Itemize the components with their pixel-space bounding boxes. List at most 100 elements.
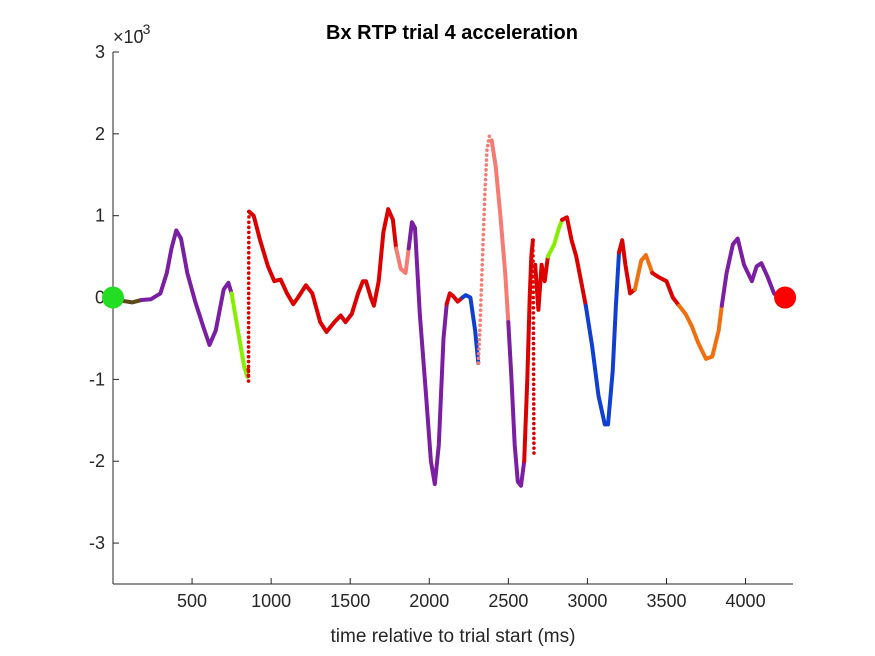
data-point bbox=[531, 254, 535, 258]
data-point bbox=[482, 217, 486, 222]
data-point bbox=[477, 337, 482, 342]
data-point bbox=[531, 331, 536, 336]
data-point bbox=[485, 148, 489, 153]
y-tick-label: -1 bbox=[89, 369, 105, 389]
data-point bbox=[246, 340, 251, 344]
data-point bbox=[479, 298, 483, 302]
data-point bbox=[480, 257, 485, 262]
series-segment bbox=[139, 228, 234, 347]
x-tick-label: 2000 bbox=[409, 591, 449, 611]
data-point bbox=[477, 347, 481, 351]
data-point bbox=[246, 301, 251, 305]
data-point bbox=[532, 436, 536, 441]
data-point bbox=[476, 351, 481, 356]
data-point bbox=[531, 407, 536, 411]
data-point bbox=[480, 252, 485, 257]
series-segment bbox=[533, 254, 550, 312]
data-point bbox=[482, 197, 487, 202]
data-point bbox=[480, 263, 485, 267]
data-point bbox=[532, 416, 536, 421]
data-point bbox=[246, 364, 251, 369]
data-point bbox=[531, 300, 536, 305]
data-point bbox=[485, 143, 490, 148]
data-point bbox=[246, 306, 251, 310]
data-point bbox=[531, 248, 535, 253]
data-point bbox=[480, 268, 484, 272]
x-tick-label: 3500 bbox=[646, 591, 686, 611]
data-point bbox=[246, 325, 251, 330]
data-point bbox=[481, 227, 486, 232]
series-segment bbox=[229, 291, 250, 379]
data-point bbox=[246, 354, 251, 359]
series-segment-dotted bbox=[476, 134, 494, 365]
data-point bbox=[531, 367, 536, 371]
data-point bbox=[476, 361, 481, 365]
series-segment bbox=[506, 320, 527, 488]
data-point bbox=[246, 271, 251, 275]
series-segment bbox=[560, 215, 588, 308]
y-tick-label: -2 bbox=[89, 451, 105, 471]
y-ticks: 3 2 1 0 -1 -2 -3 bbox=[89, 42, 119, 553]
data-point bbox=[246, 369, 251, 374]
data-point bbox=[246, 330, 251, 335]
data-point bbox=[246, 291, 251, 296]
data-point bbox=[478, 323, 482, 328]
data-point bbox=[246, 296, 251, 301]
start-marker bbox=[102, 286, 124, 309]
data-point bbox=[531, 372, 536, 377]
data-point bbox=[482, 212, 486, 217]
data-point bbox=[531, 326, 536, 331]
data-point bbox=[246, 245, 251, 250]
y-tick-label: 2 bbox=[95, 124, 105, 144]
x-tick-label: 500 bbox=[177, 591, 207, 611]
y-tick-label: 1 bbox=[95, 206, 105, 226]
data-point bbox=[531, 397, 536, 401]
data-point bbox=[487, 134, 492, 139]
data-point bbox=[247, 220, 251, 225]
series-segment bbox=[583, 250, 621, 427]
series-segment bbox=[444, 291, 465, 307]
data-point bbox=[479, 283, 484, 287]
data-point bbox=[481, 237, 485, 242]
data-point bbox=[531, 311, 536, 315]
data-point bbox=[531, 280, 536, 284]
data-point bbox=[246, 315, 251, 320]
data-point bbox=[483, 192, 487, 197]
series-segment bbox=[406, 220, 449, 487]
series-segment bbox=[522, 238, 535, 464]
data-point bbox=[247, 215, 251, 219]
series-segment bbox=[460, 293, 481, 365]
data-point bbox=[483, 182, 488, 187]
series-segment bbox=[650, 271, 682, 308]
data-point bbox=[479, 288, 484, 292]
data-point bbox=[478, 328, 482, 333]
data-point bbox=[477, 342, 482, 347]
data-point bbox=[478, 303, 483, 307]
data-point bbox=[531, 305, 536, 310]
data-point bbox=[478, 313, 483, 317]
x-tick-label: 2500 bbox=[488, 591, 528, 611]
data-point bbox=[484, 172, 488, 177]
data-point bbox=[478, 318, 483, 323]
data-point bbox=[531, 316, 536, 320]
series-segment bbox=[489, 138, 511, 325]
data-point bbox=[246, 256, 251, 260]
x-tick-label: 1500 bbox=[330, 591, 370, 611]
data-point bbox=[480, 273, 484, 277]
data-point bbox=[478, 308, 483, 312]
data-point bbox=[483, 187, 487, 192]
series-segment-dotted bbox=[246, 209, 251, 383]
data-point bbox=[531, 377, 536, 382]
data-point bbox=[482, 202, 487, 207]
data-point bbox=[246, 311, 251, 315]
data-point bbox=[246, 261, 251, 265]
data-point bbox=[531, 238, 535, 243]
y-exponent: ×10 -3 bbox=[113, 21, 151, 47]
data-point bbox=[246, 379, 251, 383]
data-point bbox=[246, 281, 251, 286]
data-point bbox=[531, 243, 535, 248]
data-point bbox=[531, 362, 536, 366]
data-point bbox=[246, 320, 251, 325]
y-tick-label: 3 bbox=[95, 42, 105, 62]
